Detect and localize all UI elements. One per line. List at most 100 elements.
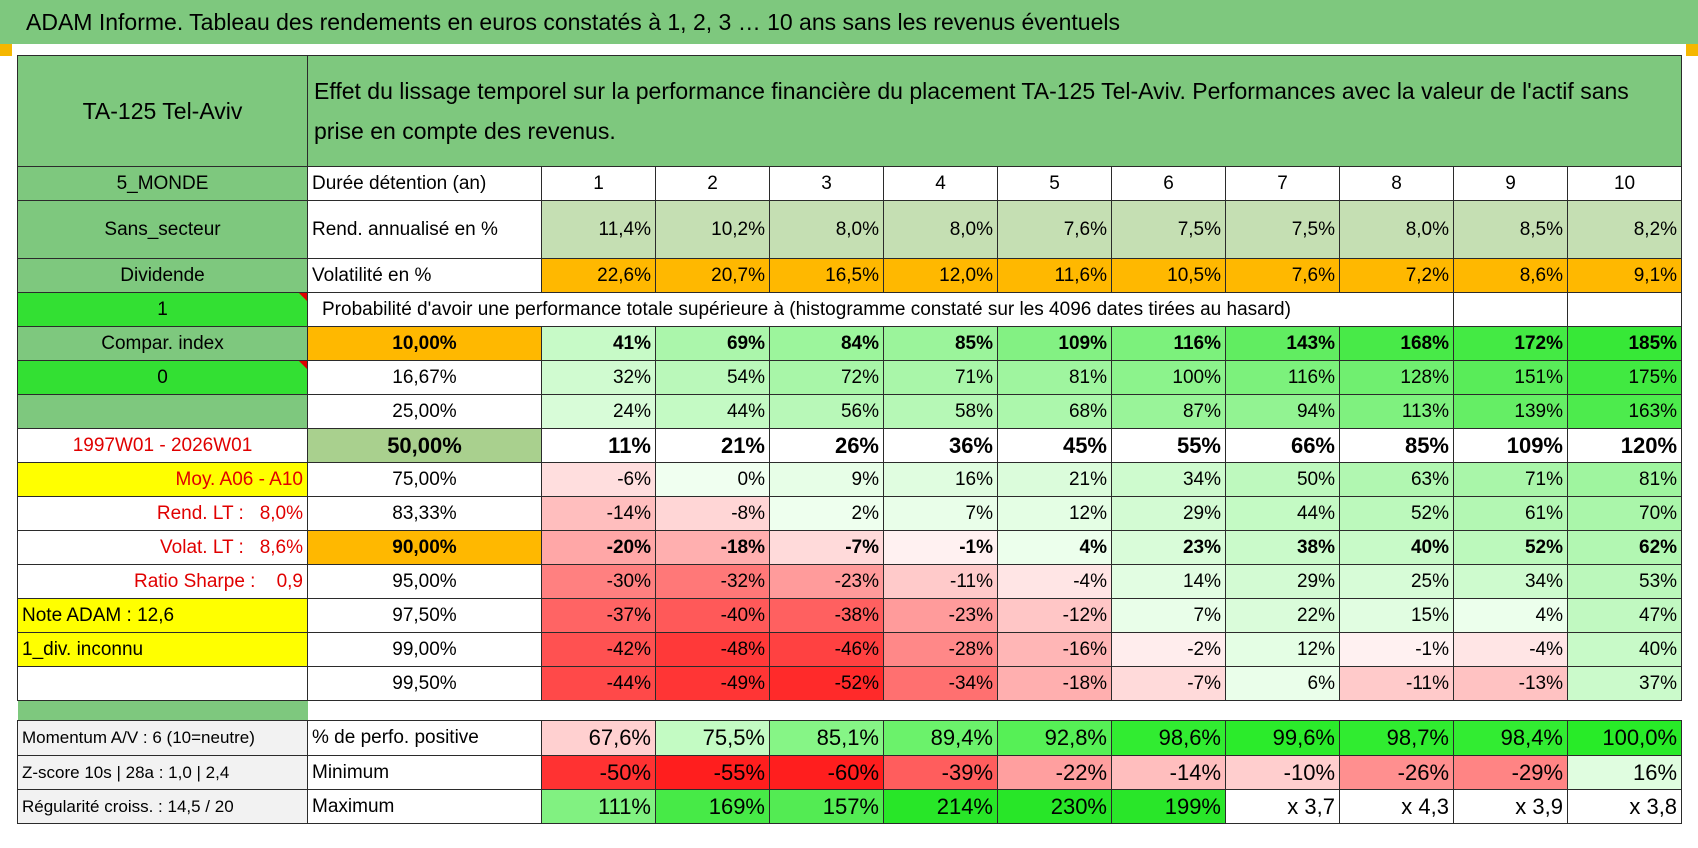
volat-lt: Volat. LT : 8,6% xyxy=(17,530,308,565)
min-cell: 16% xyxy=(1566,755,1683,790)
vol-cell: 9,1% xyxy=(1566,258,1683,293)
vol-cell: 11,6% xyxy=(997,258,1112,293)
year-header: 9 xyxy=(1453,166,1568,201)
pos-label: % de perfo. positive xyxy=(307,720,542,756)
prob-cell: -23% xyxy=(769,564,884,599)
prob-cell: -16% xyxy=(997,632,1112,667)
vol-cell: 10,5% xyxy=(1111,258,1226,293)
periode-label: 1997W01 - 2026W01 xyxy=(17,428,308,463)
prob-cell: 185% xyxy=(1566,326,1683,361)
rend-lt-label: Rend. LT : xyxy=(156,502,244,524)
vol-cell: 7,2% xyxy=(1339,258,1454,293)
prob-cell: -8% xyxy=(655,496,770,531)
prob-cell: 70% xyxy=(1566,496,1683,531)
prob-cell: 113% xyxy=(1339,394,1454,429)
min-cell: -22% xyxy=(997,755,1112,790)
moy-label: Moy. A06 - A10 xyxy=(17,462,308,497)
spacer xyxy=(308,701,1682,721)
max-cell: 230% xyxy=(997,789,1112,824)
sharpe-label: Ratio Sharpe : xyxy=(133,570,256,592)
prob-cell: 55% xyxy=(1111,428,1226,463)
prob-cell: 54% xyxy=(655,360,770,395)
year-header: 2 xyxy=(655,166,770,201)
prob-cell: 175% xyxy=(1566,360,1683,395)
rend-cell: 7,6% xyxy=(997,200,1112,259)
empty-cell xyxy=(1566,292,1683,327)
zscore-label: Z-score 10s | 28a : 1,0 | 2,4 xyxy=(17,755,308,790)
max-cell: x 3,9 xyxy=(1453,789,1568,824)
prob-cell: 109% xyxy=(997,326,1112,361)
div-label: 1_div. inconnu xyxy=(17,632,308,667)
prob-cell: -34% xyxy=(883,666,998,701)
threshold-cell: 50,00% xyxy=(307,428,542,463)
prob-cell: 34% xyxy=(1111,462,1226,497)
year-header: 1 xyxy=(541,166,656,201)
prob-cell: 44% xyxy=(655,394,770,429)
max-label: Maximum xyxy=(307,789,542,824)
pos-cell: 99,6% xyxy=(1225,720,1340,756)
threshold-cell: 83,33% xyxy=(307,496,542,531)
pos-cell: 100,0% xyxy=(1566,720,1683,756)
threshold-cell: 75,00% xyxy=(307,462,542,497)
prob-cell: 72% xyxy=(769,360,884,395)
compar-label: Compar. index xyxy=(17,326,308,361)
sharpe-value: 0,9 xyxy=(276,570,303,592)
pos-cell: 75,5% xyxy=(655,720,770,756)
min-cell: -60% xyxy=(769,755,884,790)
min-cell: -10% xyxy=(1225,755,1340,790)
prob-cell: 52% xyxy=(1453,530,1568,565)
prob-cell: -46% xyxy=(769,632,884,667)
empty-side-cell xyxy=(17,394,308,429)
flag-1: 1 xyxy=(17,292,308,327)
year-header: 8 xyxy=(1339,166,1454,201)
prob-cell: -37% xyxy=(541,598,656,633)
min-cell: -55% xyxy=(655,755,770,790)
vol-cell: 20,7% xyxy=(655,258,770,293)
prob-cell: -40% xyxy=(655,598,770,633)
threshold-cell: 99,00% xyxy=(307,632,542,667)
min-cell: -14% xyxy=(1111,755,1226,790)
prob-cell: 4% xyxy=(997,530,1112,565)
rend-label: Rend. annualisé en % xyxy=(307,200,542,259)
prob-cell: 6% xyxy=(1225,666,1340,701)
prob-cell: 85% xyxy=(1339,428,1454,463)
rend-cell: 8,2% xyxy=(1566,200,1683,259)
prob-cell: 34% xyxy=(1453,564,1568,599)
prob-cell: 168% xyxy=(1339,326,1454,361)
prob-cell: -30% xyxy=(541,564,656,599)
prob-cell: 94% xyxy=(1225,394,1340,429)
prob-cell: 29% xyxy=(1225,564,1340,599)
prob-cell: 116% xyxy=(1225,360,1340,395)
max-cell: 214% xyxy=(883,789,998,824)
zone-label: 5_MONDE xyxy=(17,166,308,201)
pos-cell: 85,1% xyxy=(769,720,884,756)
prob-cell: -23% xyxy=(883,598,998,633)
volat-lt-label: Volat. LT : xyxy=(160,536,244,558)
prob-cell: 23% xyxy=(1111,530,1226,565)
prob-cell: 2% xyxy=(769,496,884,531)
prob-cell: 120% xyxy=(1566,428,1683,463)
prob-cell: 11% xyxy=(541,428,656,463)
table-description: Effet du lissage temporel sur la perform… xyxy=(306,55,1683,167)
prob-cell: 7% xyxy=(1111,598,1226,633)
prob-cell: -28% xyxy=(883,632,998,667)
max-cell: 157% xyxy=(769,789,884,824)
prob-cell: -18% xyxy=(997,666,1112,701)
threshold-cell: 10,00% xyxy=(307,326,542,361)
max-cell: x 3,8 xyxy=(1566,789,1683,824)
type-label: Dividende xyxy=(17,258,308,293)
prob-cell: -32% xyxy=(655,564,770,599)
vol-cell: 7,6% xyxy=(1225,258,1340,293)
year-header: 3 xyxy=(769,166,884,201)
threshold-cell: 90,00% xyxy=(307,530,542,565)
spacer-green xyxy=(17,700,308,721)
threshold-cell: 25,00% xyxy=(307,394,542,429)
prob-cell: -38% xyxy=(769,598,884,633)
prob-cell: 139% xyxy=(1453,394,1568,429)
vol-label: Volatilité en % xyxy=(307,258,542,293)
pos-cell: 92,8% xyxy=(997,720,1112,756)
prob-cell: 61% xyxy=(1453,496,1568,531)
momentum-label: Momentum A/V : 6 (10=neutre) xyxy=(17,720,308,756)
prob-cell: -13% xyxy=(1453,666,1568,701)
asset-name: TA-125 Tel-Aviv xyxy=(17,55,308,167)
